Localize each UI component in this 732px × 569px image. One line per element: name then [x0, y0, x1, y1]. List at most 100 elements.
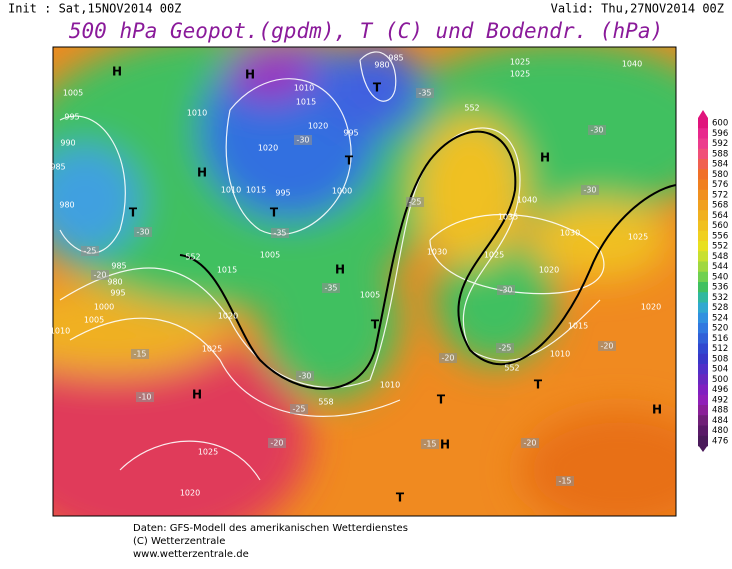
- colorbar-label: 520: [712, 324, 728, 334]
- isoline-label: 1020: [641, 303, 661, 312]
- temperature-label: -25: [292, 405, 305, 414]
- colorbar-label: 484: [712, 416, 728, 426]
- temp-label-bg: [136, 392, 154, 402]
- colorbar-swatch: [698, 343, 708, 355]
- isoline-label: 1015: [217, 266, 237, 275]
- temperature-label: -10: [138, 393, 151, 402]
- colorbar-label: 480: [712, 426, 728, 436]
- temp-label-bg: [131, 349, 149, 359]
- isoline-label: 1025: [510, 58, 530, 67]
- colorbar-label: 524: [712, 313, 728, 323]
- isoline-label: 1025: [628, 233, 648, 242]
- pressure-center: H: [540, 151, 550, 165]
- colorbar-swatch: [698, 364, 708, 375]
- temp-label-bg: [294, 135, 312, 145]
- temp-label-bg: [81, 246, 99, 256]
- pressure-center: T: [373, 81, 382, 95]
- colorbar-label: 512: [712, 344, 728, 354]
- colorbar-arrow-bottom: [698, 445, 708, 452]
- isoline-label: 1015: [246, 186, 266, 195]
- temp-label-bg: [91, 270, 109, 280]
- isoline-label: 990: [60, 139, 75, 148]
- colorbar-swatch: [698, 210, 708, 221]
- footer-source: Daten: GFS-Modell des amerikanischen Wet…: [133, 523, 408, 534]
- isoline-label: 1040: [517, 196, 537, 205]
- footer-copyright: (C) Wetterzentrale: [133, 536, 225, 547]
- colorbar-label: 584: [712, 160, 728, 170]
- isoline-label: 980: [107, 278, 122, 287]
- isoline-label: 980: [59, 201, 74, 210]
- temp-label-bg: [439, 353, 457, 363]
- isoline-label: 1005: [84, 316, 104, 325]
- temp-label-bg: [296, 371, 314, 381]
- colorbar-label: 544: [712, 262, 728, 272]
- isoline-label: 558: [318, 398, 333, 407]
- isoline-label: 1000: [332, 187, 352, 196]
- colorbar-swatch: [698, 230, 708, 242]
- isoline-label: 552: [504, 364, 519, 373]
- colorbar-swatch: [698, 220, 708, 232]
- colorbar-swatch: [698, 241, 708, 252]
- colorbar-swatch: [698, 312, 708, 324]
- temperature-label: -20: [523, 439, 536, 448]
- colorbar-label: 516: [712, 334, 728, 344]
- temperature-label: -20: [600, 342, 613, 351]
- colorbar-label: 476: [712, 436, 728, 446]
- colorbar-label: 508: [712, 354, 728, 364]
- colorbar-label: 492: [712, 395, 728, 405]
- isoline-label: 995: [64, 113, 79, 122]
- colorbar-swatch: [698, 415, 708, 426]
- valid-time: Valid: Thu,27NOV2014 00Z: [551, 2, 724, 16]
- colorbar-label: 488: [712, 406, 728, 416]
- pressure-center: H: [197, 166, 207, 180]
- isoline-label: 1005: [360, 291, 380, 300]
- colorbar-label: 556: [712, 231, 728, 241]
- pressure-center: H: [652, 403, 662, 417]
- temp-label-bg: [271, 228, 289, 238]
- isoline-label: 1015: [296, 98, 316, 107]
- colorbar-label: 568: [712, 201, 728, 211]
- isoline-label: 1040: [622, 60, 642, 69]
- temp-label-bg: [290, 404, 308, 414]
- pressure-center: H: [440, 438, 450, 452]
- isoline-label: 1020: [258, 144, 278, 153]
- colorbar-swatch: [698, 384, 708, 396]
- isoline-label: 995: [275, 189, 290, 198]
- colorbar-label: 572: [712, 190, 728, 200]
- isoline-label: 1030: [427, 248, 447, 257]
- colorbar-swatch: [698, 189, 708, 201]
- isoline-label: 980: [374, 61, 389, 70]
- temperature-label: -30: [298, 372, 311, 381]
- isoline-label: 1010: [50, 327, 70, 336]
- colorbar-swatch: [698, 159, 708, 170]
- temp-label-bg: [497, 285, 515, 295]
- temperature-label: -30: [499, 286, 512, 295]
- colorbar-arrow-top: [698, 110, 708, 118]
- colorbar-swatch: [698, 128, 708, 139]
- temp-label-bg: [521, 438, 539, 448]
- isoline-label: 1025: [510, 70, 530, 79]
- isoline-label: 1020: [218, 312, 238, 321]
- map-title: 500 hPa Geopot.(gpdm), T (C) und Bodendr…: [69, 19, 663, 43]
- isoline-label: 1010: [380, 381, 400, 390]
- isoline-label: 985: [388, 54, 403, 63]
- temp-label-bg: [416, 88, 434, 98]
- colorbar-swatch: [698, 179, 708, 191]
- colorbar-label: 600: [712, 119, 728, 129]
- temperature-label: -30: [136, 228, 149, 237]
- temperature-label: -25: [408, 198, 421, 207]
- colorbar-swatch: [698, 251, 708, 262]
- pressure-center: T: [396, 491, 405, 505]
- isoline-label: 1025: [202, 345, 222, 354]
- colorbar-swatch: [698, 282, 708, 293]
- isoline-label: 1010: [221, 186, 241, 195]
- temp-label-bg: [134, 227, 152, 237]
- isoline-label: 1005: [63, 89, 83, 98]
- isoline-label: 985: [50, 163, 65, 172]
- isoline-label: 985: [111, 262, 126, 271]
- colorbar-label: 504: [712, 365, 728, 375]
- colorbar-label: 532: [712, 293, 728, 303]
- temp-label-bg: [268, 438, 286, 448]
- isoline-label: 1030: [560, 229, 580, 238]
